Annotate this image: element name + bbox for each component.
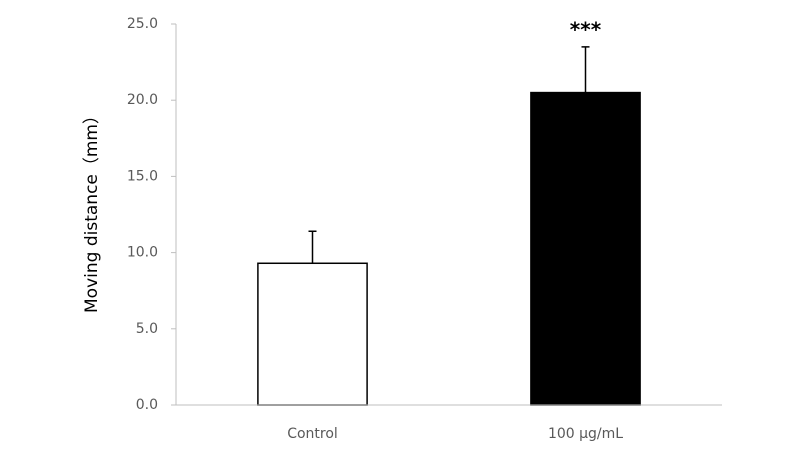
error-bar xyxy=(308,230,317,264)
y-tick-label: 0.0 xyxy=(136,397,158,413)
error-bar xyxy=(581,46,590,93)
y-tick-label: 5.0 xyxy=(136,321,158,337)
y-tick-label: 15.0 xyxy=(127,168,158,184)
x-tick-label: 100 μg/mL xyxy=(548,426,623,442)
y-axis-label: Moving distance（mm） xyxy=(82,107,102,313)
x-tick-label: Control xyxy=(287,426,338,442)
y-tick-label: 25.0 xyxy=(127,16,158,32)
y-tick-label: 20.0 xyxy=(127,92,158,108)
y-tick-label: 10.0 xyxy=(127,245,158,261)
bar xyxy=(257,262,368,406)
bar xyxy=(530,91,641,406)
significance-label: *** xyxy=(570,17,602,41)
